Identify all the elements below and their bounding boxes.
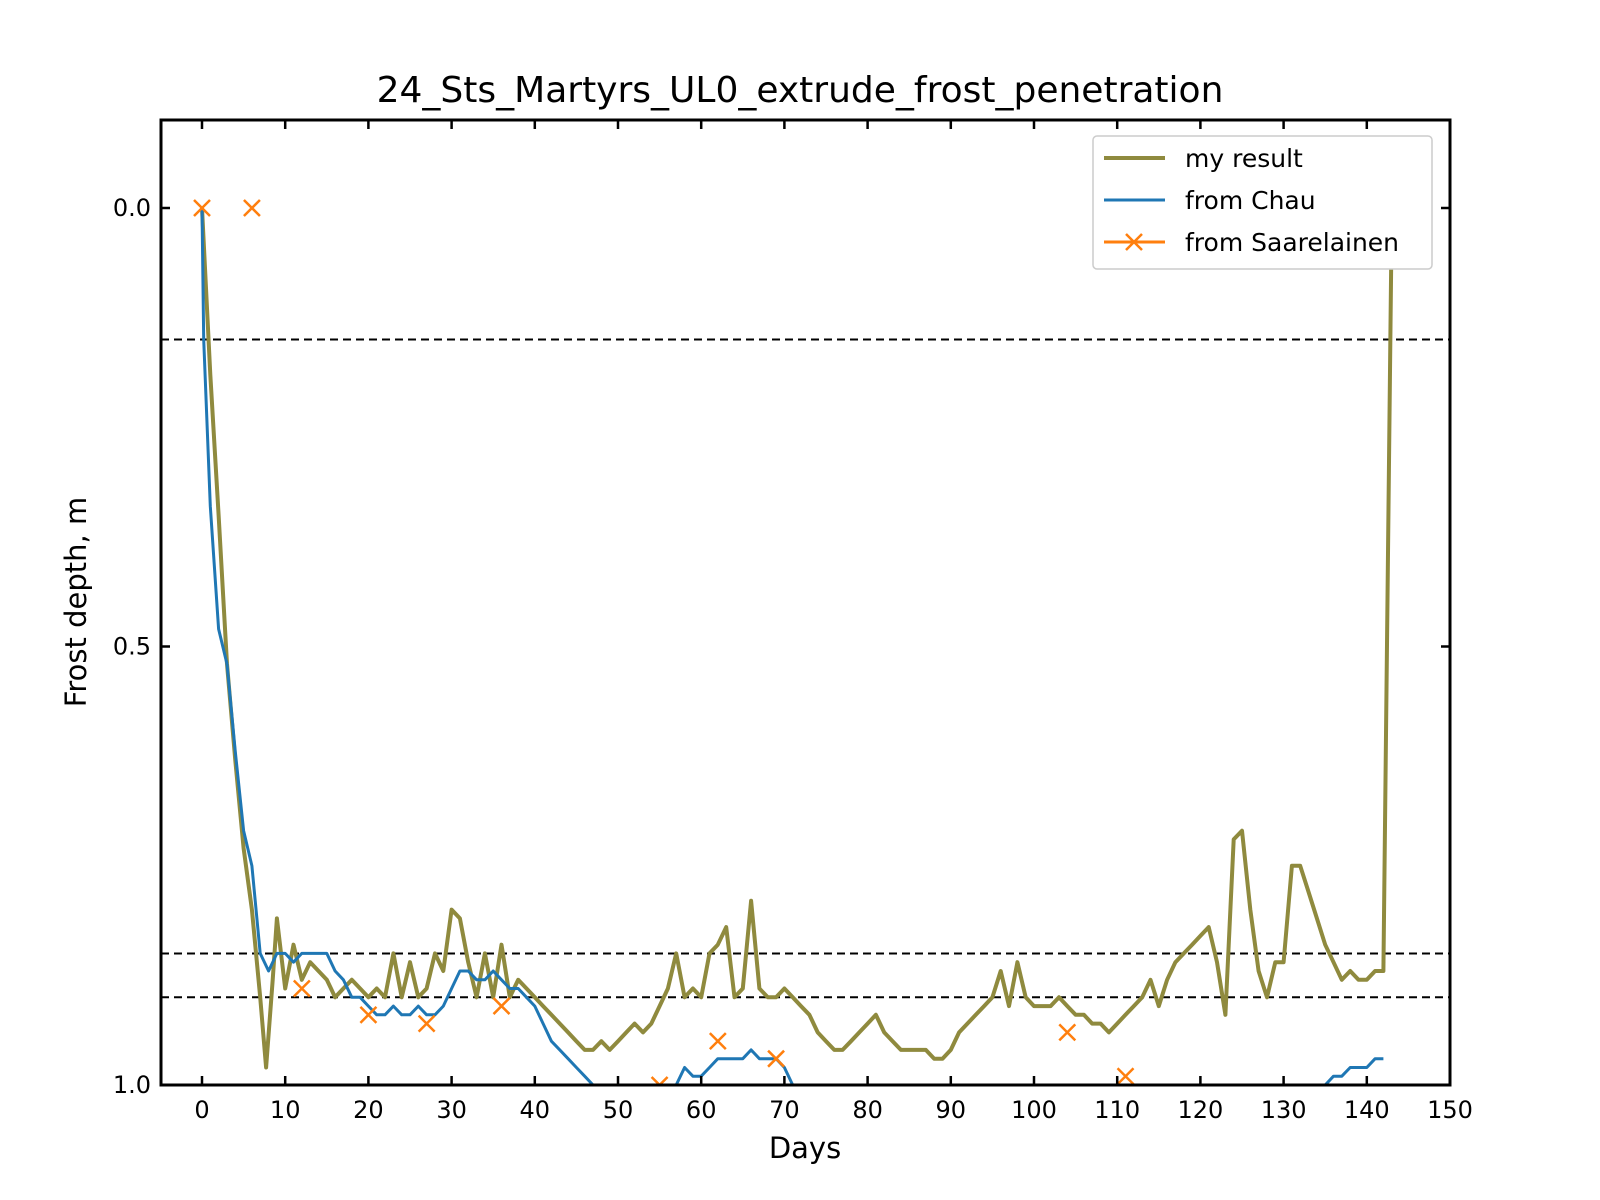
legend-label-from-saarelainen: from Saarelainen: [1185, 228, 1399, 257]
plot-frame: [159, 118, 1452, 1087]
x-tick-label-130: 130: [1261, 1096, 1307, 1124]
x-tick-label-20: 20: [353, 1096, 384, 1124]
point-from-saarelainen-8: [767, 1049, 785, 1068]
point-from-saarelainen-1: [243, 199, 261, 217]
point-from-saarelainen-5: [492, 997, 511, 1015]
point-from-saarelainen-0: [193, 199, 211, 217]
x-tick-label-140: 140: [1344, 1096, 1390, 1124]
legend-item-from-chau: from Chau: [1104, 186, 1316, 215]
y-axis-label: Frost depth, m: [59, 497, 93, 707]
series-layer: [193, 199, 1394, 1085]
x-tick-label-90: 90: [936, 1096, 967, 1124]
x-tick-label-30: 30: [436, 1096, 467, 1124]
x-tick-label-60: 60: [686, 1096, 717, 1124]
legend: my result from Chau from Saarelainen: [1092, 135, 1433, 270]
y-tick-label-1: 0.5: [113, 633, 151, 661]
x-tick-label-120: 120: [1177, 1096, 1223, 1124]
x-tick-label-110: 110: [1094, 1096, 1140, 1124]
chart-title: 24_Sts_Martyrs_UL0_extrude_frost_penetra…: [377, 70, 1224, 111]
legend-label-from-chau: from Chau: [1185, 186, 1316, 215]
point-from-saarelainen-10: [1116, 1067, 1135, 1085]
x-tick-label-80: 80: [852, 1096, 883, 1124]
point-from-saarelainen-9: [1058, 1023, 1077, 1042]
legend-item-from-saarelainen: from Saarelainen: [1104, 228, 1399, 257]
x-tick-label-150: 150: [1427, 1096, 1473, 1124]
point-from-saarelainen-2: [292, 979, 311, 998]
x-tick-label-70: 70: [769, 1096, 800, 1124]
legend-marker-x: [1125, 233, 1143, 251]
legend-box: [1092, 135, 1433, 270]
y-tick-label-0: 0.0: [113, 194, 151, 222]
x-axis-label: Days: [769, 1131, 841, 1165]
x-axis: 0 10 20 30 40 50 60 70 80 90 100 110 120 130 140 150: [194, 120, 1473, 1124]
x-tick-label-0: 0: [194, 1096, 209, 1124]
point-from-saarelainen-3: [359, 1005, 378, 1024]
series-line-from-chau: [200, 207, 1384, 1085]
point-from-saarelainen-4: [417, 1014, 436, 1033]
x-tick-label-10: 10: [270, 1096, 301, 1124]
point-from-saarelainen-6: [650, 1076, 669, 1085]
series-line-my-result: [200, 207, 1394, 1070]
legend-label-my-result: my result: [1185, 144, 1303, 173]
reference-lines: [161, 338, 1450, 999]
y-tick-label-2: 1.0: [113, 1071, 151, 1099]
legend-item-my-result: my result: [1104, 144, 1303, 173]
x-tick-label-40: 40: [520, 1096, 551, 1124]
x-tick-label-50: 50: [603, 1096, 634, 1124]
point-from-saarelainen-7: [708, 1032, 727, 1051]
x-tick-label-100: 100: [1011, 1096, 1057, 1124]
